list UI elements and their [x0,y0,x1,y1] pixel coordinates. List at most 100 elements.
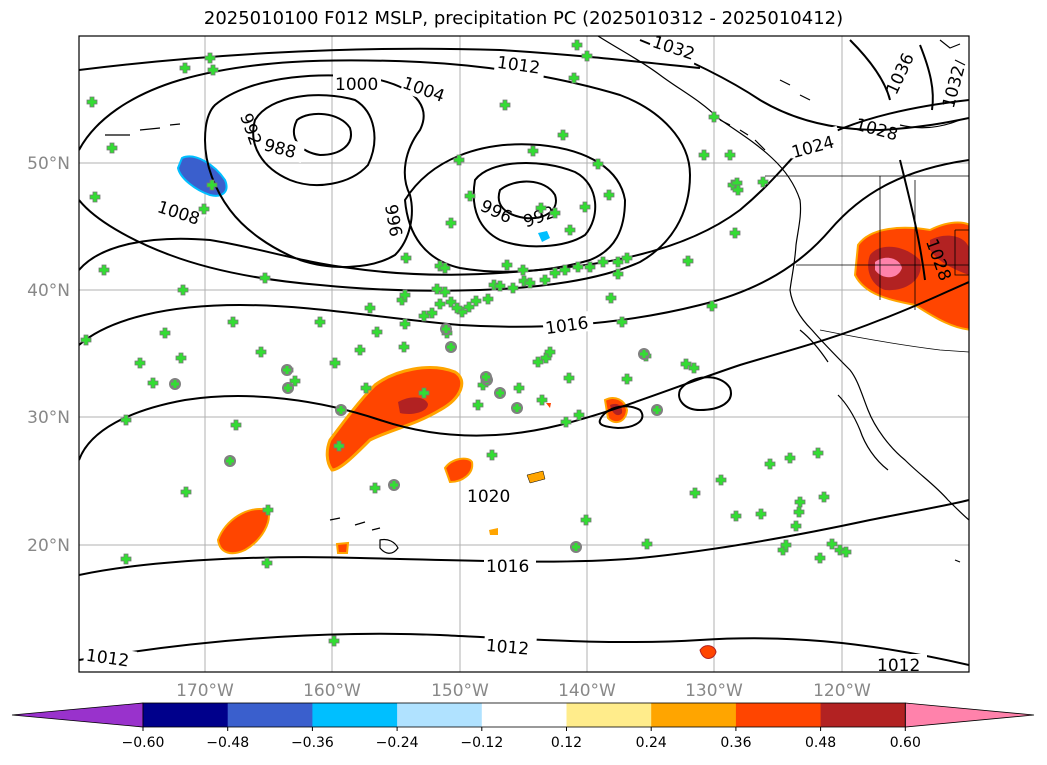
colorbar-segment [566,703,652,727]
station-marker-cross [689,487,701,499]
station-marker-cross [89,191,101,203]
station-marker-cross [724,149,736,161]
station-marker-cross [451,302,463,314]
station-marker-cross [439,262,451,274]
station-marker-cross [134,357,146,369]
station-marker-cross [418,387,430,399]
station-markers [80,39,852,647]
station-marker-cross [159,327,171,339]
lat-label: 40°N [27,281,70,301]
station-marker-cross [597,256,609,268]
station-marker-cross [517,264,529,276]
station-marker-cross [680,358,692,370]
map-title: 2025010100 F012 MSLP, precipitation PC (… [203,8,844,29]
station-marker-cross [730,510,742,522]
station-marker-cross [453,154,465,166]
station-marker-cross [580,514,592,526]
station-marker-cross [198,203,210,215]
station-marker-cross [536,394,548,406]
station-marker-cross [204,52,216,64]
station-marker-cross [544,346,556,358]
colorbar-segment [820,703,906,727]
colorbar-tick-label: 0.36 [720,735,751,751]
colorbar-segment [227,703,313,727]
station-marker-cross [284,384,292,392]
station-marker-cross [180,486,192,498]
station-marker-cross [780,539,792,551]
lat-label: 50°N [27,154,70,174]
station-marker-cross [80,334,92,346]
station-marker-cross [120,553,132,565]
station-marker-cross [120,414,132,426]
station-marker-cross [688,362,700,374]
station-marker-cross [535,202,547,214]
station-marker-cross [431,283,443,295]
station-marker-cross [472,399,484,411]
station-marker-cross [399,318,411,330]
station-marker-cross [581,50,593,62]
station-marker-cross [572,261,584,273]
colorbar-tick-label: 0.60 [890,735,921,751]
station-marker-cross [328,635,340,647]
map-frame [78,35,970,673]
station-marker-cross [259,272,271,284]
station-marker-cross [834,544,846,556]
station-marker-cross [369,482,381,494]
station-marker-cross [715,474,727,486]
station-marker-cross [524,277,536,289]
station-marker-cross [226,457,234,465]
station-marker-cross [434,298,446,310]
latitude-labels: 50°N 40°N 30°N 20°N [27,154,70,556]
station-marker-cross [794,496,806,508]
station-marker-cross [230,419,242,431]
station-marker-cross [337,406,345,414]
station-marker-cross [755,508,767,520]
colorbar-segment [143,703,229,727]
station-marker-cross [527,145,539,157]
station-marker-cross [641,538,653,550]
colorbar-tick-label: −0.60 [122,735,165,751]
colorbar-segment [735,703,822,727]
station-marker-cross [227,316,239,328]
station-marker-cross [605,292,617,304]
station-marker-cross [563,372,575,384]
colorbar-tick-label: 0.48 [805,735,836,751]
station-marker-cross [603,189,615,201]
station-marker-cross [584,261,596,273]
station-marker-cross [573,409,585,421]
station-marker-cross [559,264,571,276]
station-marker-cross [572,543,580,551]
station-marker-cross [764,458,776,470]
lon-label: 130°W [685,681,743,701]
station-marker-cross [757,176,769,188]
station-marker-cross [653,406,661,414]
station-marker-cross [364,302,376,314]
station-marker-cross [790,520,802,532]
lon-label: 160°W [303,681,361,701]
station-marker-cross [371,326,383,338]
colorbar-segment [312,703,398,727]
station-marker-cross [564,224,576,236]
contour-label: 1012 [485,636,530,660]
station-marker-cross [818,491,830,503]
station-marker-cross [539,274,551,286]
station-marker-cross [283,366,291,374]
station-marker-cross [445,217,457,229]
station-marker-cross [708,111,720,123]
station-marker-cross [482,293,494,305]
station-marker-cross [418,310,430,322]
colorbar-tick-label: −0.36 [291,735,334,751]
station-marker-cross [568,72,580,84]
station-marker-cross [499,99,511,111]
colorbar-tick-label: −0.48 [206,735,249,751]
station-marker-cross [732,184,744,196]
station-marker-cross [255,346,267,358]
station-marker-cross [560,416,572,428]
station-marker-cross [698,149,710,161]
station-marker-cross [398,341,410,353]
station-marker-cross [501,259,513,271]
station-marker-cross [812,447,824,459]
station-marker-cross [426,307,438,319]
lon-label: 150°W [431,681,489,701]
station-marker-cross [262,504,274,516]
